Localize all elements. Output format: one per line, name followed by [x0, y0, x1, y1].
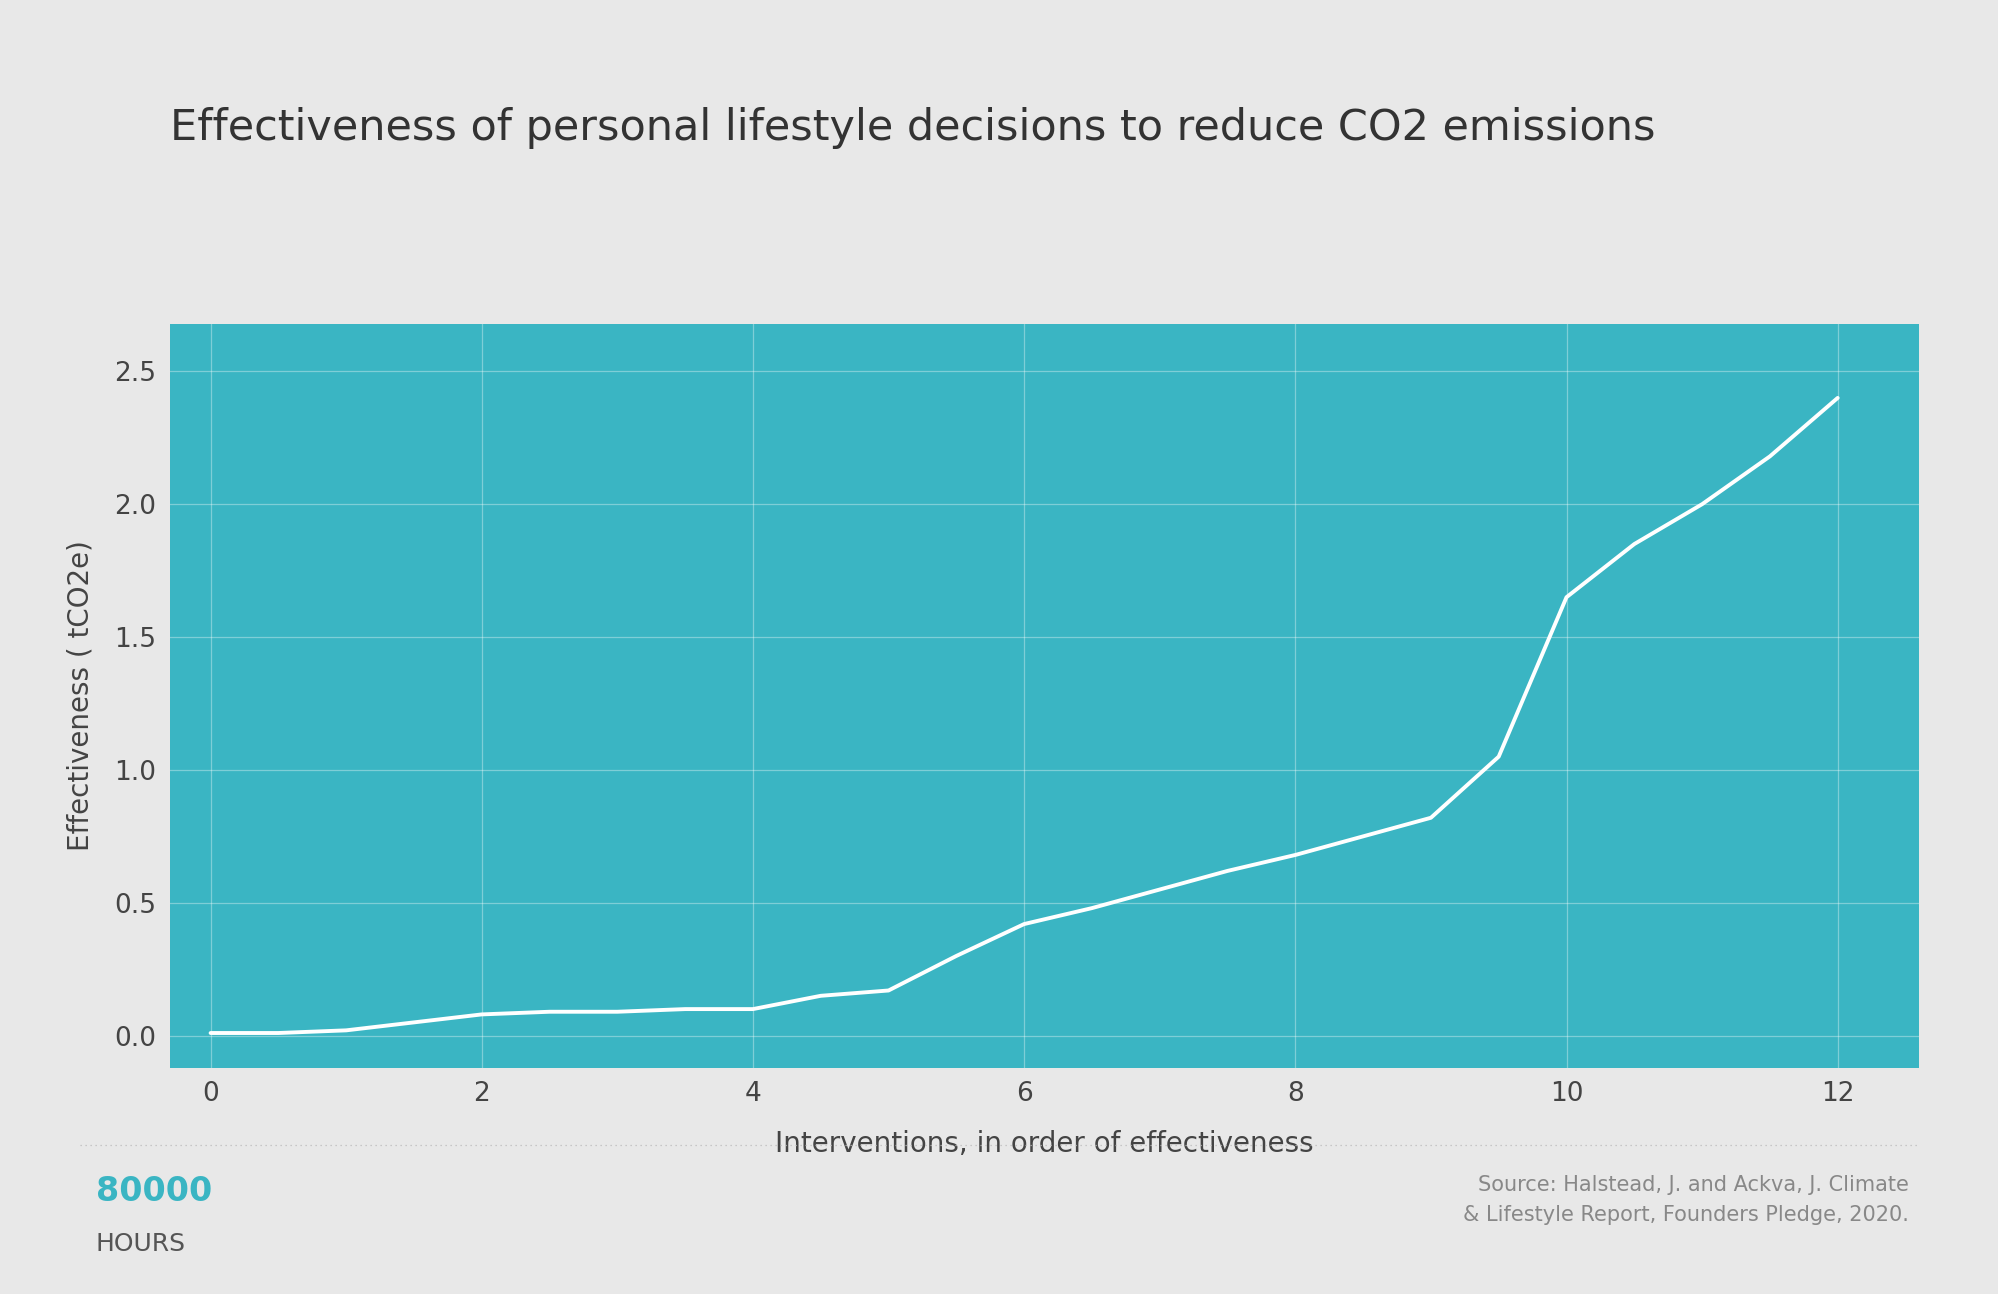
X-axis label: Interventions, in order of effectiveness: Interventions, in order of effectiveness — [775, 1130, 1313, 1158]
Text: Source: Halstead, J. and Ackva, J. Climate
& Lifestyle Report, Founders Pledge, : Source: Halstead, J. and Ackva, J. Clima… — [1463, 1175, 1908, 1224]
Y-axis label: Effectiveness ( tCO2e): Effectiveness ( tCO2e) — [66, 540, 94, 851]
Text: 80000: 80000 — [96, 1175, 212, 1209]
Text: Effectiveness of personal lifestyle decisions to reduce CO2 emissions: Effectiveness of personal lifestyle deci… — [170, 107, 1654, 149]
Text: HOURS: HOURS — [96, 1232, 186, 1256]
